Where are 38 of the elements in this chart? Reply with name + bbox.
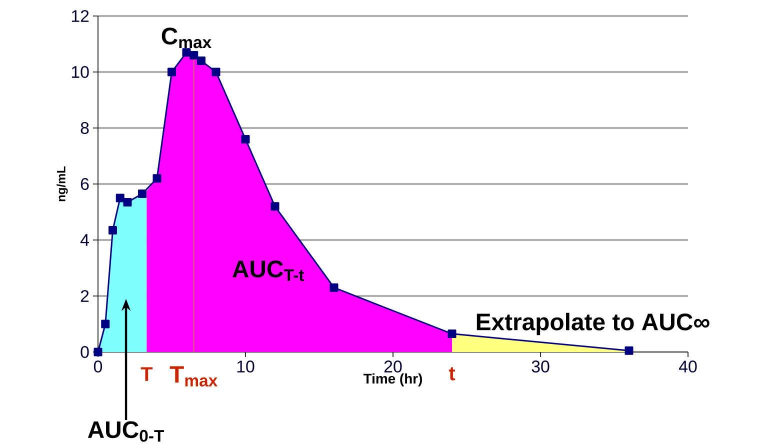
ref-line-label: T$_{max}$ — [170, 366, 218, 387]
point — [182, 48, 191, 57]
y-tick-label: 4 — [80, 234, 89, 246]
y-tick-label: 10 — [72, 66, 89, 78]
point — [241, 134, 250, 144]
text: T — [140, 367, 153, 381]
point — [168, 68, 176, 76]
annotation: C$_{max}$ — [162, 28, 212, 48]
x-tick-label: 0 — [94, 360, 102, 373]
y-tick-label: 0 — [80, 346, 89, 358]
point — [94, 348, 102, 356]
point — [101, 320, 110, 328]
y-axis-title: ng/mL — [56, 166, 68, 202]
x-tick-label: 30 — [532, 360, 550, 373]
y-tick-label: 12 — [72, 10, 89, 22]
text: AUC$_{0-T}$ — [88, 421, 164, 442]
y-tick-label: 8 — [80, 122, 89, 134]
point — [197, 56, 206, 66]
point — [624, 346, 634, 355]
point — [212, 68, 220, 76]
point — [123, 198, 132, 206]
text: t — [448, 367, 456, 380]
x-tick-label: 20 — [384, 360, 402, 373]
y-tick-label: 2 — [80, 290, 89, 302]
point — [448, 330, 456, 338]
point — [116, 194, 124, 202]
annotation: Extrapolate to AUC∞ — [476, 312, 710, 336]
point — [270, 202, 280, 211]
x-axis-title: Time (hr) — [363, 373, 422, 386]
point — [152, 174, 162, 183]
x-tick-label: 40 — [678, 360, 697, 373]
point — [190, 50, 198, 60]
point — [138, 190, 146, 198]
annotation: AUC$_{T-t}$ — [232, 260, 304, 282]
point — [108, 226, 117, 234]
x-tick-label: 10 — [237, 360, 254, 373]
point — [330, 283, 338, 292]
y-tick-label: 6 — [80, 178, 89, 190]
